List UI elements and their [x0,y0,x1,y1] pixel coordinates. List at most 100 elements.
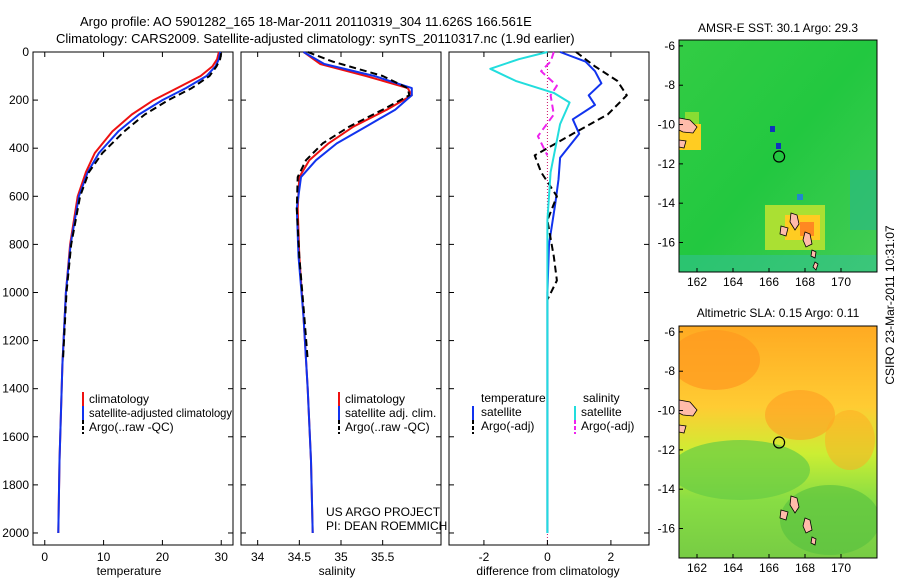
depth-tick-label: 1600 [2,430,29,444]
sst-map [679,40,877,272]
difference-series-1 [533,51,628,301]
header-line-1: Argo profile: AO 5901282_165 18-Mar-2011… [80,14,532,29]
sst-data-pixel [770,126,775,132]
sst-xtick-label: 162 [687,275,707,289]
sst-xtick-label: 166 [759,275,779,289]
salinity-xtick-label: 34 [251,550,265,564]
sla-ytick-label: -8 [664,364,675,378]
salinity-xtick-label: 34.5 [288,550,312,564]
island-outline [812,261,819,271]
sla-map [679,326,877,558]
sla-ytick-label: -12 [658,443,676,457]
sla-xtick-label: 168 [795,561,815,575]
sst-hot-core [800,222,814,236]
salinity-xtick-label: 35 [334,550,348,564]
difference-xtick-label: -2 [479,550,490,564]
depth-tick-label: 800 [9,237,29,251]
difference-legend: temperature salinity satellite Argo(-adj… [472,391,634,434]
sla-ytick-label: -10 [658,404,676,418]
difference-series-3 [536,51,558,156]
sst-ytick-label: -16 [658,236,676,250]
sst-ytick-label: -6 [664,39,675,53]
sst-ytick-label: -14 [658,196,676,210]
island-outline [810,536,817,546]
argo-position-marker [772,150,786,163]
legend-label-argo: Argo(..raw -QC) [345,420,430,434]
legend-label-sal-satellite: satellite [581,405,622,419]
sst-xtick-label: 164 [723,275,743,289]
sla-map-frame [678,325,878,559]
timestamp-side-label: CSIRO 23-Mar-2011 10:31:07 [883,225,897,385]
sla-low-patch [780,485,877,555]
sla-ytick-label: -16 [658,522,676,536]
sla-xtick-label: 166 [759,561,779,575]
legend-heading-temperature: temperature [481,391,546,405]
sst-ytick-label: -12 [658,157,676,171]
depth-tick-label: 600 [9,189,29,203]
argo-position-marker [772,436,786,449]
sst-xtick-label: 170 [831,275,851,289]
legend-label-argo: Argo(..raw -QC) [89,420,174,434]
island-outline [789,212,800,231]
sst-ytick-label: -8 [664,78,675,92]
depth-tick-label: 1400 [2,382,29,396]
temperature-series-2 [62,53,223,360]
sla-xtick-label: 162 [687,561,707,575]
depth-tick-label: 2000 [2,526,29,540]
sla-high-patch [825,410,875,470]
difference-xtick-label: 0 [544,550,551,564]
legend-label-temp-argo: Argo(-adj) [481,419,534,433]
depth-tick-label: 1200 [2,334,29,348]
island-outline [802,231,813,248]
legend-label-climatology: climatology [89,392,149,406]
legend-label-sal-argo: Argo(-adj) [581,419,634,433]
legend-label-satellite: satellite adj. clim. [345,406,436,420]
sst-map-title: AMSR-E SST: 30.1 Argo: 29.3 [698,21,858,35]
sla-low-patch [679,440,810,500]
sst-cool-patch [850,170,877,230]
island-outline [679,117,698,134]
difference-series-2 [489,51,571,533]
project-note-line-2: PI: DEAN ROEMMICH [326,519,447,533]
island-outline [802,517,813,534]
sla-ytick-label: -14 [658,482,676,496]
temperature-plot-frame [32,51,234,546]
island-outline [679,424,687,434]
sla-xtick-label: 164 [723,561,743,575]
island-outline [789,495,800,514]
difference-xtick-label: 2 [608,550,615,564]
depth-tick-label: 0 [22,45,29,59]
temperature-legend: climatology satellite-adjusted climatolo… [82,392,232,434]
island-outline [679,139,687,149]
header-line-2: Climatology: CARS2009. Satellite-adjuste… [56,31,575,46]
legend-label-satellite: satellite-adjusted climatology [89,406,232,420]
sst-map-frame [678,39,878,273]
island-outline [679,399,698,417]
island-outline [779,509,789,521]
sla-high-patch [765,390,835,440]
sla-map-title: Altimetric SLA: 0.15 Argo: 0.11 [697,306,860,320]
difference-axis-label: difference from climatology [476,564,619,578]
depth-tick-label: 200 [9,93,29,107]
salinity-axis-label: salinity [319,564,356,578]
depth-tick-label: 1000 [2,285,29,299]
depth-tick-label: 400 [9,141,29,155]
sst-xtick-label: 168 [795,275,815,289]
temperature-axis-label: temperature [97,564,162,578]
sla-xtick-label: 170 [831,561,851,575]
project-note-line-1: US ARGO PROJECT [326,505,441,519]
temperature-xtick-label: 10 [97,550,111,564]
legend-heading-salinity: salinity [583,391,620,405]
island-outline [810,249,817,259]
sst-cool-band [679,255,877,272]
sst-data-pixel [797,194,803,200]
depth-tick-label: 1800 [2,478,29,492]
temperature-xtick-label: 30 [215,550,229,564]
temperature-xtick-label: 20 [156,550,170,564]
salinity-xtick-label: 35.5 [371,550,395,564]
salinity-plot-frame [240,51,442,546]
legend-label-temp-satellite: satellite [481,405,522,419]
sst-data-pixel [776,143,781,149]
sla-high-patch [679,330,760,390]
